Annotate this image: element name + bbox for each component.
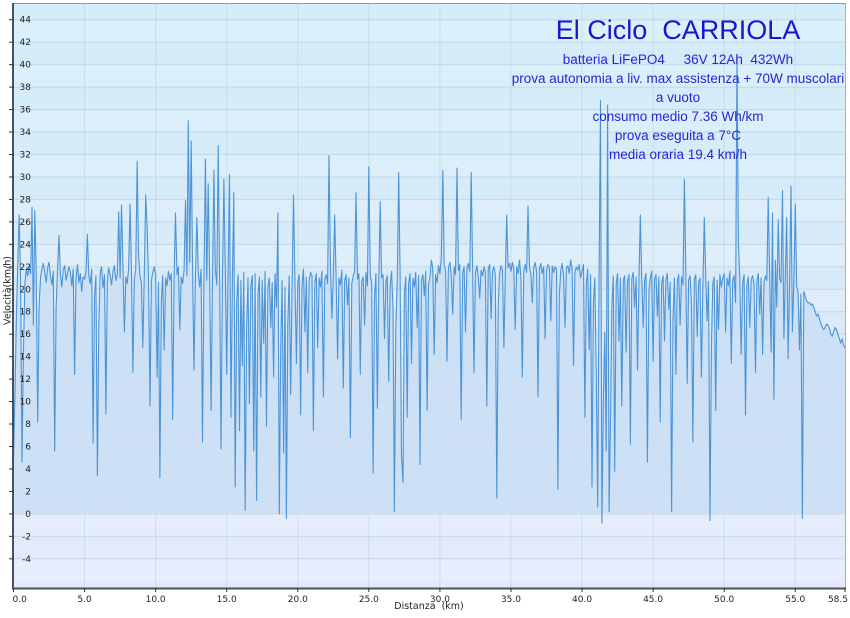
y-tick-label: 4 — [25, 465, 31, 475]
y-tick-label: 0 — [25, 510, 31, 520]
y-tick-label: 22 — [20, 263, 31, 273]
y-axis-title: Velocità(km/h) — [2, 256, 14, 325]
axis-ticks — [9, 19, 846, 592]
x-tick-label: 35.0 — [501, 595, 521, 605]
y-tick-label: 8 — [25, 420, 31, 430]
y-tick-label: 12 — [20, 375, 31, 385]
x-tick-label: 58.5 — [828, 595, 848, 605]
bg-stripe — [13, 513, 845, 537]
bg-stripe — [13, 154, 845, 177]
bg-stripe — [13, 64, 845, 88]
y-tick-label: 6 — [25, 442, 31, 452]
y-tick-label: 14 — [20, 353, 32, 363]
x-tick-label: 45.0 — [643, 595, 663, 605]
axis-labels: 0.0 5.0 10.0 15.0 20.0 25.0 30.0 35.0 40.0 45.0 50… — [13, 16, 849, 605]
x-tick-label: 10.0 — [146, 595, 166, 605]
x-tick-label: 0.0 — [13, 595, 28, 605]
y-tick-label: 20 — [20, 285, 32, 295]
y-tick-label: 28 — [20, 195, 32, 205]
y-tick-label: 24 — [20, 240, 32, 250]
y-tick-label: 36 — [20, 106, 32, 116]
y-tick-label: 38 — [20, 83, 32, 93]
x-tick-label: 30.0 — [430, 595, 450, 605]
x-tick-label: 20.0 — [288, 595, 308, 605]
bg-stripe — [13, 19, 845, 43]
y-tick-label: -2 — [22, 532, 31, 542]
y-tick-label: -4 — [22, 555, 31, 565]
x-axis-title: Distanza (km) — [394, 601, 464, 612]
x-tick-label: 15.0 — [217, 595, 237, 605]
bg-stripe — [13, 199, 845, 222]
y-tick-label: 10 — [20, 398, 32, 408]
series — [12, 55, 846, 524]
y-tick-label: 40 — [20, 61, 32, 71]
x-tick-label: 5.0 — [77, 595, 92, 605]
x-tick-label: 50.0 — [714, 595, 734, 605]
y-tick-label: 18 — [20, 308, 32, 318]
y-tick-label: 2 — [25, 487, 31, 497]
y-tick-label: 34 — [20, 128, 32, 138]
y-tick-label: 30 — [20, 173, 32, 183]
y-tick-label: 44 — [20, 16, 32, 26]
x-tick-label: 40.0 — [572, 595, 592, 605]
bg-stripe — [13, 244, 845, 267]
bg-stripe — [13, 109, 845, 133]
y-tick-label: 42 — [20, 38, 31, 48]
x-tick-label: 55.0 — [785, 595, 805, 605]
y-tick-label: 32 — [20, 150, 31, 160]
x-tick-label: 25.0 — [359, 595, 379, 605]
speed-line — [12, 55, 846, 524]
bg-stripe — [13, 558, 845, 582]
y-tick-label: 26 — [20, 218, 32, 228]
y-tick-label: 16 — [20, 330, 32, 340]
